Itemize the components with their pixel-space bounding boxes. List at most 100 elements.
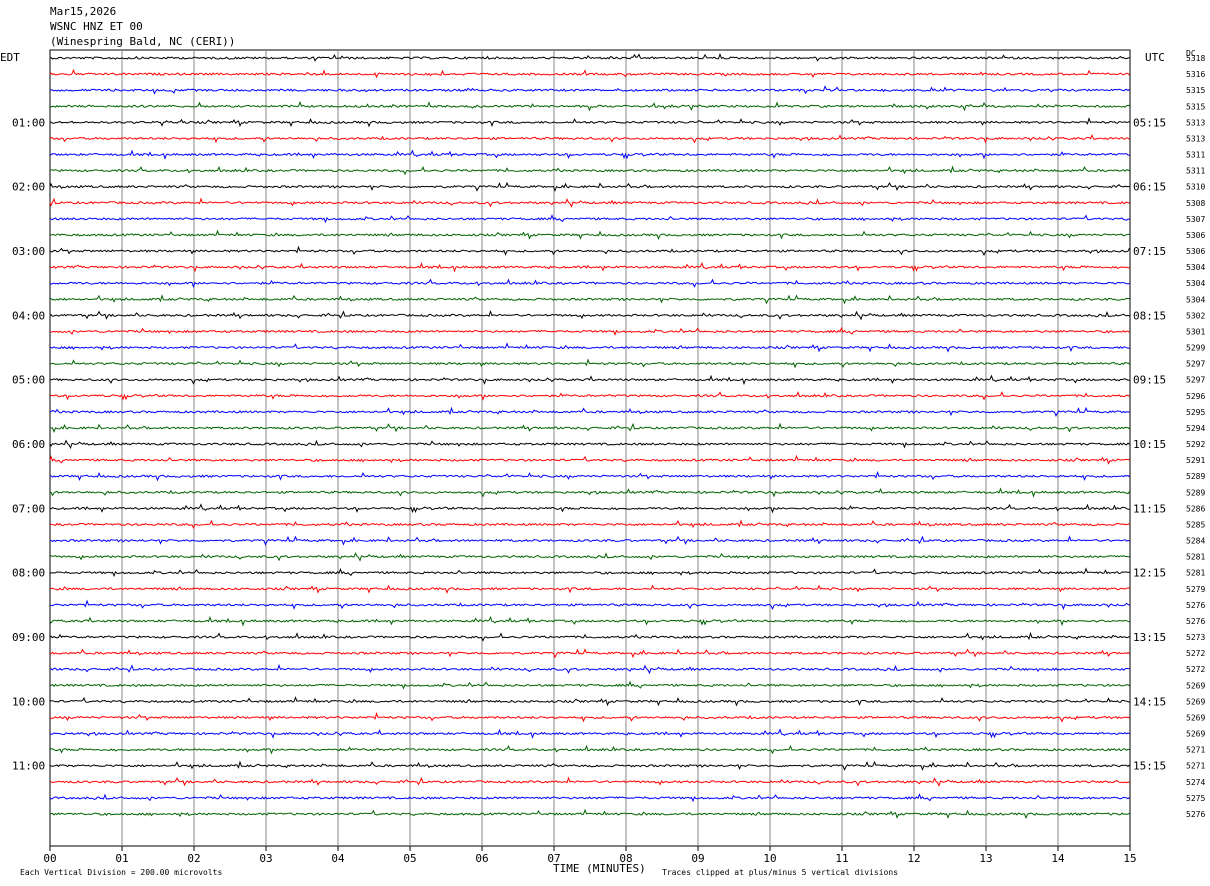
x-tick-label: 03 <box>259 852 272 865</box>
x-tick-label: 01 <box>115 852 128 865</box>
seismic-trace <box>49 599 1130 611</box>
dc-value: 5273 <box>1186 633 1205 642</box>
right-timezone: UTC <box>1145 51 1165 64</box>
seismic-trace <box>49 245 1130 257</box>
seismic-trace <box>49 760 1130 771</box>
x-tick-label: 13 <box>979 852 992 865</box>
seismic-trace <box>49 712 1130 723</box>
seismic-trace <box>49 149 1130 160</box>
dc-value: 5308 <box>1186 199 1205 208</box>
right-hour-label: 11:15 <box>1133 502 1166 515</box>
dc-value: 5316 <box>1186 70 1205 79</box>
dc-value: 5281 <box>1186 553 1205 562</box>
dc-value: 5279 <box>1186 585 1205 594</box>
seismic-trace <box>49 100 1130 112</box>
left-hour-label: 06:00 <box>12 438 45 451</box>
dc-value: 5269 <box>1186 730 1205 739</box>
seismic-trace <box>49 552 1130 562</box>
seismic-trace <box>49 696 1130 707</box>
dc-value: 5271 <box>1186 762 1205 771</box>
right-hour-labels: 05:15 06:15 07:15 08:15 09:15 10:15 11:15 12:15… <box>1133 116 1166 772</box>
dc-value: 5269 <box>1186 713 1205 722</box>
left-hour-label: 01:00 <box>12 116 45 129</box>
x-tick-label: 09 <box>691 852 704 865</box>
dc-value: 5275 <box>1186 794 1205 803</box>
seismic-trace <box>49 519 1130 530</box>
x-tick-label: 08 <box>619 852 632 865</box>
dc-label: DC <box>1186 49 1196 58</box>
seismic-trace <box>49 648 1130 659</box>
left-hour-label: 04:00 <box>12 309 45 322</box>
seismic-trace <box>49 326 1130 336</box>
right-hour-label: 07:15 <box>1133 245 1166 258</box>
left-hour-label: 02:00 <box>12 181 45 194</box>
seismic-trace <box>50 214 1130 224</box>
dc-value: 5276 <box>1186 810 1205 819</box>
seismic-trace <box>49 358 1130 369</box>
seismic-trace <box>49 197 1130 208</box>
dc-value: 5269 <box>1186 697 1205 706</box>
right-hour-label: 14:15 <box>1133 695 1166 708</box>
dc-value: 5286 <box>1186 504 1205 513</box>
seismic-trace <box>49 454 1130 465</box>
dc-value: 5315 <box>1186 102 1205 111</box>
dc-value: 5294 <box>1186 424 1205 433</box>
x-tick-label: 11 <box>835 852 848 865</box>
seismic-trace <box>49 728 1130 739</box>
dc-value: 5297 <box>1186 360 1205 369</box>
right-hour-label: 10:15 <box>1133 438 1166 451</box>
right-hour-label: 09:15 <box>1133 374 1166 387</box>
left-hour-label: 03:00 <box>12 245 45 258</box>
seismic-trace <box>49 85 1130 95</box>
x-tick-label: 14 <box>1051 852 1065 865</box>
left-hour-label: 11:00 <box>12 760 45 773</box>
x-tick-label: 02 <box>187 852 200 865</box>
dc-value: 5299 <box>1186 344 1205 353</box>
dc-value: 5284 <box>1186 537 1205 546</box>
dc-value: 5272 <box>1186 649 1205 658</box>
x-axis-label: TIME (MINUTES) <box>553 862 646 875</box>
dc-value: 5302 <box>1186 311 1205 320</box>
dc-value: 5313 <box>1186 118 1205 127</box>
dc-value: 5307 <box>1186 215 1205 224</box>
x-tick-label: 00 <box>43 852 56 865</box>
footer-clip-note: Traces clipped at plus/minus 5 vertical … <box>662 868 899 877</box>
dc-value: 5304 <box>1186 263 1205 272</box>
right-hour-label: 13:15 <box>1133 631 1166 644</box>
dc-value: 5310 <box>1186 183 1205 192</box>
grid-lines <box>49 49 1131 847</box>
seismic-trace <box>49 165 1130 176</box>
dc-value-labels: 5318 5316 5315 5315 5313 5313 5311 5311 5310 5308… <box>1186 54 1205 819</box>
right-hour-label: 08:15 <box>1133 309 1166 322</box>
dc-value: 5276 <box>1186 617 1205 626</box>
dc-value: 5311 <box>1186 151 1205 160</box>
left-hour-labels: 01:00 02:00 03:00 04:00 05:00 06:00 07:00 08:00… <box>12 116 45 772</box>
seismic-trace <box>49 584 1130 594</box>
dc-value: 5306 <box>1186 231 1205 240</box>
dc-value: 5297 <box>1186 376 1205 385</box>
dc-value: 5272 <box>1186 665 1205 674</box>
dc-value: 5271 <box>1186 746 1205 755</box>
x-tick-label: 04 <box>331 852 345 865</box>
dc-value: 5301 <box>1186 327 1205 336</box>
dc-value: 5289 <box>1186 472 1205 481</box>
seismic-trace <box>49 470 1130 482</box>
left-hour-label: 05:00 <box>12 374 45 387</box>
dc-value: 5269 <box>1186 681 1205 690</box>
right-hour-label: 06:15 <box>1133 181 1166 194</box>
dc-value: 5289 <box>1186 488 1205 497</box>
seismic-trace <box>49 680 1130 690</box>
right-hour-label: 12:15 <box>1133 567 1166 580</box>
seismic-trace <box>49 68 1130 79</box>
dc-value: 5274 <box>1186 778 1205 787</box>
x-tick-label: 15 <box>1123 852 1136 865</box>
dc-value: 5304 <box>1186 279 1205 288</box>
dc-value: 5276 <box>1186 601 1205 610</box>
seismic-trace <box>49 116 1130 128</box>
seismic-trace <box>49 793 1130 803</box>
seismic-trace <box>49 439 1130 450</box>
right-hour-label: 05:15 <box>1133 116 1166 129</box>
trace-group <box>49 52 1130 820</box>
dc-value: 5313 <box>1186 134 1205 143</box>
